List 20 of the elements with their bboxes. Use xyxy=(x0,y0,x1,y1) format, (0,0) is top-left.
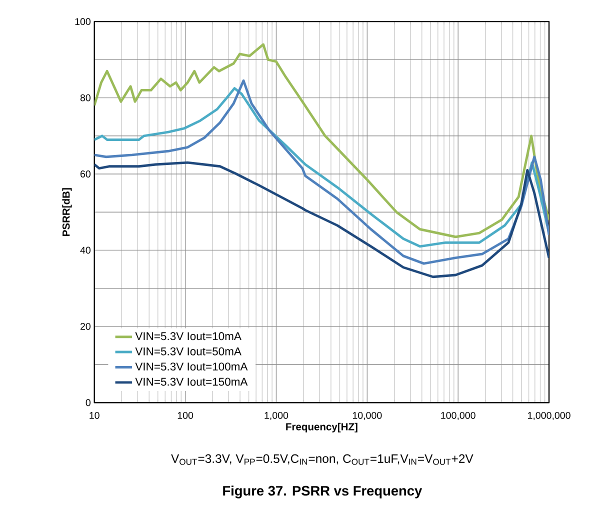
x-tick-label: 100,000 xyxy=(441,412,476,420)
y-tick-label: 20 xyxy=(80,323,91,330)
y-tick-label: 100 xyxy=(75,18,91,26)
x-tick-label: 1,000,000 xyxy=(528,412,570,420)
y-tick-label: 40 xyxy=(80,247,91,254)
y-tick-label: 80 xyxy=(80,94,91,102)
legend-label: VIN=5.3V Iout=50mA xyxy=(135,348,242,356)
x-tick-label: 10,000 xyxy=(352,412,382,420)
legend-label: VIN=5.3V Iout=150mA xyxy=(135,378,248,386)
x-tick-label: 10 xyxy=(90,412,100,420)
x-tick-label: 100 xyxy=(178,412,194,420)
legend-label: VIN=5.3V Iout=10mA xyxy=(135,332,242,340)
y-axis-title: PSRR[dB] xyxy=(62,188,72,236)
y-tick-label: 60 xyxy=(80,170,91,178)
x-axis-title: Frequency[HZ] xyxy=(286,423,358,433)
y-tick-label: 0 xyxy=(86,399,91,406)
legend-label: VIN=5.3V Iout=100mA xyxy=(135,362,248,371)
x-tick-label: 1,000 xyxy=(264,412,288,420)
text: V$_{OUT}$=3.3V, V$_{PP}$=0.5V,C$_{IN}$=non, C$_{OUT}$=1uF,V$_{IN}$=V$_{OUT}$+2V xyxy=(171,454,474,466)
text: Figure 37. PSRR vs Frequency xyxy=(223,486,422,499)
